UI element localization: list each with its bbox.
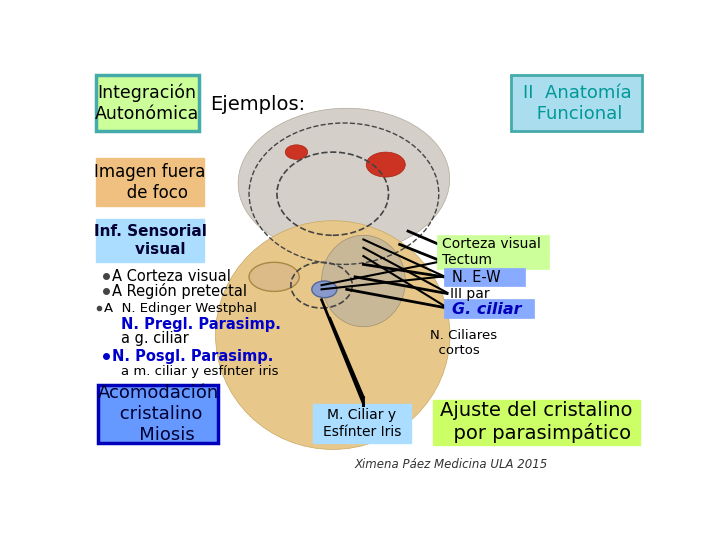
Text: M. Ciliar y
Esfínter Iris: M. Ciliar y Esfínter Iris	[323, 408, 401, 438]
Text: Ejemplos:: Ejemplos:	[210, 95, 305, 114]
Ellipse shape	[285, 145, 307, 159]
Text: N. Posgl. Parasimp.: N. Posgl. Parasimp.	[112, 349, 274, 364]
Ellipse shape	[238, 108, 450, 254]
Text: III par: III par	[450, 287, 490, 301]
Text: Acomodación
 cristalino
   Miosis: Acomodación cristalino Miosis	[98, 384, 219, 444]
Text: A  N. Edinger Westphal: A N. Edinger Westphal	[104, 302, 257, 315]
Text: N. Ciliares
  cortos: N. Ciliares cortos	[431, 329, 498, 357]
FancyBboxPatch shape	[96, 219, 204, 262]
Text: Imagen fuera
   de foco: Imagen fuera de foco	[94, 163, 206, 201]
Text: A Región pretectal: A Región pretectal	[112, 284, 248, 299]
Text: N. E-W: N. E-W	[451, 270, 500, 285]
Ellipse shape	[215, 221, 450, 449]
FancyBboxPatch shape	[96, 158, 204, 206]
Text: a g. ciliar: a g. ciliar	[121, 331, 189, 346]
FancyBboxPatch shape	[511, 75, 642, 131]
Text: Tectum: Tectum	[441, 253, 492, 267]
FancyBboxPatch shape	[444, 268, 526, 286]
FancyBboxPatch shape	[313, 404, 411, 443]
Text: Integración
Autonómica: Integración Autonómica	[95, 84, 199, 123]
Text: N. Pregl. Parasimp.: N. Pregl. Parasimp.	[121, 317, 281, 332]
Text: G. ciliar: G. ciliar	[451, 302, 521, 317]
FancyBboxPatch shape	[437, 235, 549, 254]
Text: A Corteza visual: A Corteza visual	[112, 269, 231, 285]
FancyBboxPatch shape	[444, 299, 534, 318]
FancyBboxPatch shape	[99, 385, 218, 443]
Text: Ajuste del cristalino
  por parasimpático: Ajuste del cristalino por parasimpático	[440, 401, 633, 443]
Text: a m. ciliar y esfínter iris: a m. ciliar y esfínter iris	[121, 364, 278, 378]
Text: Corteza visual: Corteza visual	[441, 238, 541, 252]
Ellipse shape	[312, 281, 337, 298]
Text: Ximena Páez Medicina ULA 2015: Ximena Páez Medicina ULA 2015	[354, 458, 547, 471]
FancyBboxPatch shape	[433, 400, 639, 446]
Text: Inf. Sensorial
    visual: Inf. Sensorial visual	[94, 224, 207, 256]
Ellipse shape	[322, 235, 405, 327]
Ellipse shape	[366, 152, 405, 177]
FancyBboxPatch shape	[437, 251, 549, 269]
Ellipse shape	[249, 262, 300, 292]
Text: II  Anatomía
 Funcional: II Anatomía Funcional	[523, 84, 631, 123]
FancyBboxPatch shape	[96, 75, 199, 131]
